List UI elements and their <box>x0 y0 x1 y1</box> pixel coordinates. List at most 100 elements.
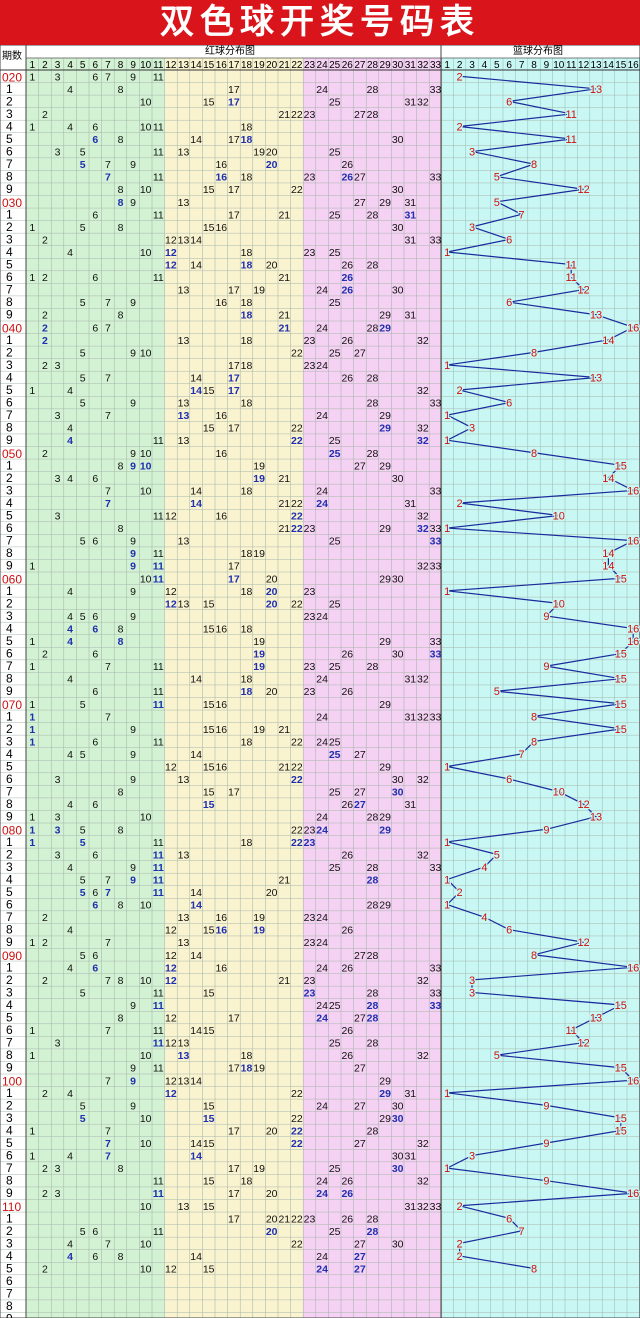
red-ball-number: 30 <box>392 1100 404 1112</box>
blue-ball-number: 5 <box>494 1050 500 1062</box>
period-label: 6 <box>6 1023 13 1037</box>
period-label: 050 <box>2 447 22 461</box>
red-ball-number: 20 <box>266 598 278 610</box>
red-ball-number: 4 <box>67 799 73 811</box>
red-ball-number: 3 <box>55 824 61 836</box>
blue-ball-number: 1 <box>444 586 450 598</box>
red-ball-number: 4 <box>67 636 73 648</box>
red-ball-number: 25 <box>329 209 341 221</box>
blue-ball-number: 13 <box>590 1013 602 1025</box>
red-ball-number: 32 <box>417 1201 429 1213</box>
red-ball-number: 31 <box>404 310 416 322</box>
red-ball-number: 17 <box>228 1188 240 1200</box>
red-ball-number: 21 <box>278 523 290 535</box>
blue-ball-numbers: 2136112113851257361111112613161481132613… <box>443 70 640 1277</box>
red-ball-number: 9 <box>130 347 136 359</box>
red-ball-number: 11 <box>153 699 164 711</box>
red-ball-number: 22 <box>291 1088 303 1100</box>
red-ball-number: 12 <box>165 925 177 937</box>
red-ball-number: 25 <box>329 1038 341 1050</box>
red-ball-number: 3 <box>55 1163 61 1175</box>
period-label: 8 <box>6 672 13 686</box>
red-ball-number: 22 <box>291 762 303 774</box>
red-ball-number: 29 <box>379 197 391 209</box>
blue-ball-number: 4 <box>481 862 487 874</box>
red-ball-number: 6 <box>92 121 98 133</box>
red-ball-number: 1 <box>29 937 35 949</box>
red-ball-number: 29 <box>379 900 391 912</box>
red-ball-number: 1 <box>29 837 35 849</box>
red-ball-number: 23 <box>304 247 316 259</box>
period-label: 5 <box>6 509 13 523</box>
red-ball-number: 14 <box>190 1138 202 1150</box>
lottery-chart: 期数 红球分布图 篮球分布图 1 2 3 4 5 6 7 8 9 10 11 12 13 14 15 16 17… <box>0 45 640 1318</box>
blue-ball-number: 16 <box>627 623 639 635</box>
red-ball-number: 1 <box>29 71 35 83</box>
red-ball-header: 红球分布图 <box>205 45 255 57</box>
period-label: 1 <box>6 82 13 96</box>
red-ball-number: 25 <box>329 862 341 874</box>
red-ball-number: 22 <box>291 109 303 121</box>
blue-column-number: 2 <box>457 60 463 71</box>
red-ball-number: 20 <box>266 573 278 585</box>
red-ball-number: 24 <box>316 485 328 497</box>
red-ball-number: 22 <box>291 824 303 836</box>
red-ball-number: 17 <box>228 134 240 146</box>
red-ball-number: 7 <box>105 1125 111 1137</box>
red-ball-number: 8 <box>118 975 124 987</box>
blue-ball-number: 16 <box>627 962 639 974</box>
blue-ball-number: 16 <box>627 322 639 334</box>
red-ball-number: 7 <box>105 874 111 886</box>
blue-ball-number: 8 <box>531 448 537 460</box>
red-ball-number: 11 <box>153 573 164 585</box>
blue-ball-number: 3 <box>469 975 475 987</box>
red-ball-number: 3 <box>55 849 61 861</box>
red-ball-number: 15 <box>203 1100 215 1112</box>
red-ball-number: 3 <box>55 774 61 786</box>
red-ball-number: 28 <box>367 950 379 962</box>
zone-backgrounds <box>26 58 640 1318</box>
red-ball-number: 13 <box>178 285 190 297</box>
red-ball-number: 25 <box>329 1163 341 1175</box>
red-ball-number: 13 <box>178 234 190 246</box>
red-ball-number: 7 <box>105 485 111 497</box>
red-ball-number: 18 <box>241 260 253 272</box>
red-ball-number: 31 <box>404 498 416 510</box>
red-ball-number: 1 <box>29 1151 35 1163</box>
red-ball-number: 15 <box>203 222 215 234</box>
blue-ball-number: 15 <box>615 1125 627 1137</box>
red-ball-number: 10 <box>140 1238 152 1250</box>
red-ball-number: 10 <box>140 485 152 497</box>
red-ball-number: 12 <box>165 586 177 598</box>
period-label: 5 <box>6 760 13 774</box>
blue-ball-number: 2 <box>457 498 463 510</box>
red-ball-number: 11 <box>153 272 164 284</box>
red-ball-number: 16 <box>215 448 227 460</box>
blue-ball-number: 15 <box>615 649 627 661</box>
red-ball-number: 11 <box>153 1176 164 1188</box>
red-ball-number: 18 <box>241 623 253 635</box>
red-ball-number: 24 <box>316 736 328 748</box>
red-ball-number: 7 <box>105 410 111 422</box>
red-ball-number: 26 <box>341 686 353 698</box>
red-ball-number: 26 <box>341 799 353 811</box>
red-ball-number: 31 <box>404 197 416 209</box>
red-ball-number: 1 <box>29 824 35 836</box>
red-ball-number: 7 <box>105 975 111 987</box>
red-ball-number: 22 <box>291 435 303 447</box>
red-ball-number: 17 <box>228 209 240 221</box>
red-ball-number: 29 <box>379 322 391 334</box>
blue-ball-number: 15 <box>615 1113 627 1125</box>
red-ball-number: 4 <box>67 1151 73 1163</box>
red-ball-number: 25 <box>329 247 341 259</box>
red-ball-number: 29 <box>379 812 391 824</box>
red-ball-number: 33 <box>430 172 442 184</box>
red-ball-number: 21 <box>278 473 290 485</box>
period-label: 3 <box>6 1236 13 1250</box>
period-label: 4 <box>6 496 13 510</box>
blue-ball-number: 11 <box>565 272 576 284</box>
red-ball-number: 32 <box>417 435 429 447</box>
red-ball-number: 31 <box>404 799 416 811</box>
red-ball-number: 15 <box>203 1176 215 1188</box>
period-label: 020 <box>2 70 22 84</box>
